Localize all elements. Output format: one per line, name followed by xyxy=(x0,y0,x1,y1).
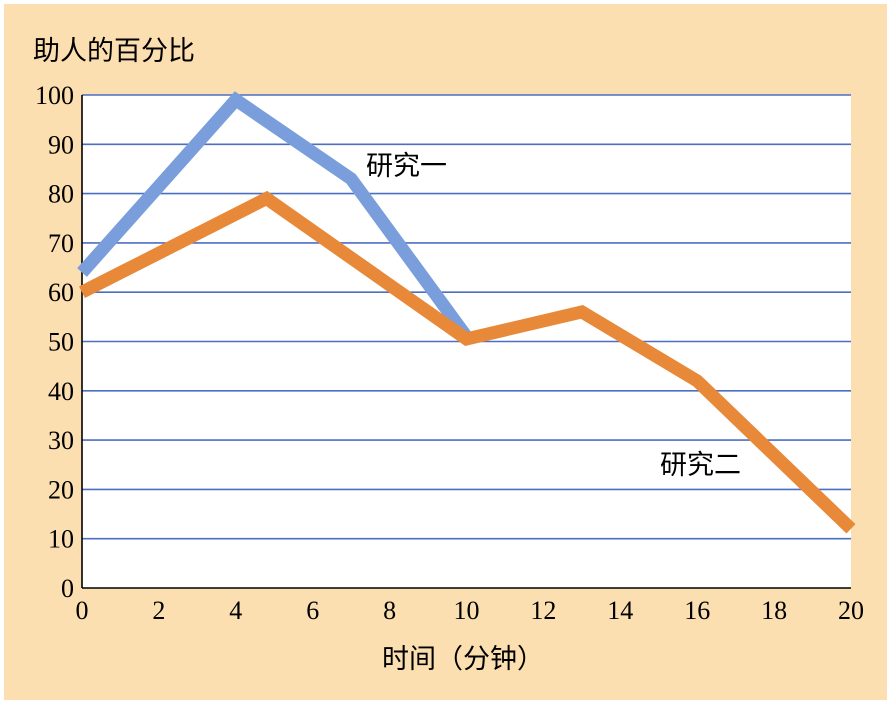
x-tick-label: 12 xyxy=(530,596,556,625)
x-axis-label: 时间（分钟） xyxy=(382,644,544,675)
axes xyxy=(81,95,851,589)
x-tick-label: 2 xyxy=(152,596,165,625)
y-axis-label: 助人的百分比 xyxy=(33,36,195,67)
y-tick-label: 70 xyxy=(48,229,74,258)
y-tick-label: 30 xyxy=(48,426,74,455)
series-label-study-2: 研究二 xyxy=(660,450,741,481)
x-tick-label: 14 xyxy=(607,596,633,625)
series-lines xyxy=(77,91,856,534)
series-line-1 xyxy=(77,91,472,341)
y-tick-label: 40 xyxy=(48,377,74,406)
x-tick-label: 6 xyxy=(306,596,319,625)
y-tick-label: 80 xyxy=(48,180,74,209)
series-label-study-1: 研究一 xyxy=(366,151,447,182)
x-tick-label: 20 xyxy=(838,596,864,625)
x-tick-label: 8 xyxy=(383,596,396,625)
x-tick-labels: 0 2 4 6 8 10 12 14 16 18 20 xyxy=(76,596,865,625)
chart-background: 0 10 20 30 40 50 60 70 80 90 100 0 2 4 6 8 10 12 14 16 18 20… xyxy=(4,4,887,700)
y-tick-label: 20 xyxy=(48,475,74,504)
x-tick-label: 16 xyxy=(684,596,710,625)
grid-lines xyxy=(82,94,851,540)
y-tick-label: 10 xyxy=(48,525,74,554)
y-tick-label: 0 xyxy=(61,574,74,603)
y-tick-labels: 0 10 20 30 40 50 60 70 80 90 100 xyxy=(35,81,74,603)
y-tick-label: 100 xyxy=(35,81,74,110)
series-line-2 xyxy=(79,190,856,534)
line-chart: 0 10 20 30 40 50 60 70 80 90 100 0 2 4 6 8 10 12 14 16 18 20… xyxy=(33,36,865,675)
y-tick-label: 50 xyxy=(48,328,74,357)
y-tick-label: 60 xyxy=(48,278,74,307)
x-tick-label: 0 xyxy=(76,596,89,625)
x-tick-label: 18 xyxy=(761,596,787,625)
x-tick-label: 4 xyxy=(229,596,242,625)
y-tick-label: 90 xyxy=(48,130,74,159)
x-tick-label: 10 xyxy=(454,596,480,625)
